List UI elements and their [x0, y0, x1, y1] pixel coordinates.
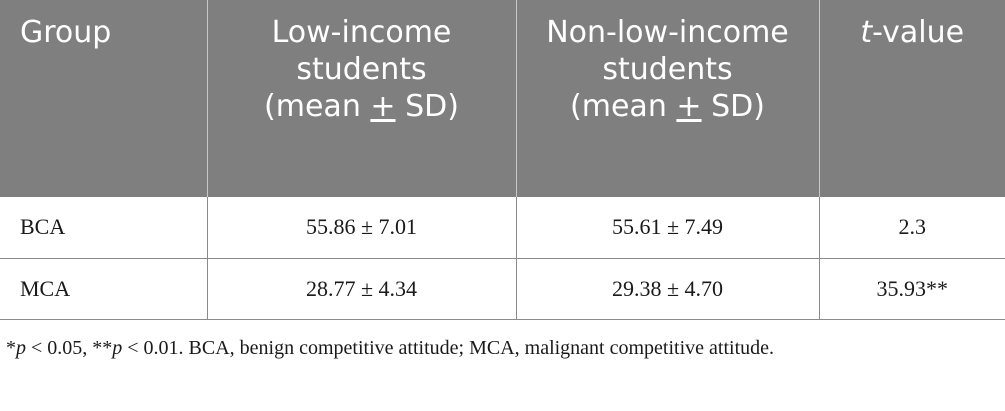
cell-low-income: 28.77 ± 4.34 — [207, 258, 517, 320]
header-t-value-label: -value — [872, 15, 965, 50]
header-group: Group — [0, 0, 208, 197]
footnote-star: * — [6, 337, 16, 359]
header-low-income-pm: + — [370, 89, 396, 124]
footnote-p-symbol: p — [112, 337, 123, 359]
table-row: BCA 55.86 ± 7.01 55.61 ± 7.49 2.3 — [0, 197, 1005, 259]
results-table: Group Low-income students (mean + SD) No… — [0, 0, 1005, 320]
header-low-income-label: Low-income students — [271, 15, 452, 87]
table-row: MCA 28.77 ± 4.34 29.38 ± 4.70 35.93** — [0, 258, 1005, 320]
header-group-label: Group — [20, 15, 112, 50]
cell-non-low-income: 55.61 ± 7.49 — [516, 197, 820, 259]
header-low-income: Low-income students (mean + SD) — [207, 0, 517, 197]
header-non-low-income-sd: SD) — [711, 89, 765, 124]
footnote-p-symbol: p — [16, 337, 26, 359]
footnote-text-2: < 0.01. BCA, benign competitive attitude… — [122, 337, 775, 359]
footnote-text-1: < 0.05, ** — [26, 337, 113, 359]
cell-low-income: 55.86 ± 7.01 — [207, 197, 517, 259]
cell-t-value: 35.93** — [819, 258, 1005, 320]
header-non-low-income-pm: + — [676, 89, 702, 124]
header-non-low-income-mean: (mean — [570, 89, 667, 124]
header-non-low-income-label: Non-low-income students — [546, 15, 789, 87]
header-low-income-mean: (mean — [264, 89, 361, 124]
table-footnote: *p < 0.05, **p < 0.01. BCA, benign compe… — [6, 332, 996, 365]
header-non-low-income: Non-low-income students (mean + SD) — [516, 0, 820, 197]
cell-group: MCA — [0, 258, 208, 320]
header-t-symbol: t — [860, 15, 873, 50]
table-header-row: Group Low-income students (mean + SD) No… — [0, 0, 1005, 197]
cell-group: BCA — [0, 197, 208, 259]
cell-t-value: 2.3 — [819, 197, 1005, 259]
header-t-value: t-value — [819, 0, 1005, 197]
header-low-income-sd: SD) — [405, 89, 459, 124]
cell-non-low-income: 29.38 ± 4.70 — [516, 258, 820, 320]
